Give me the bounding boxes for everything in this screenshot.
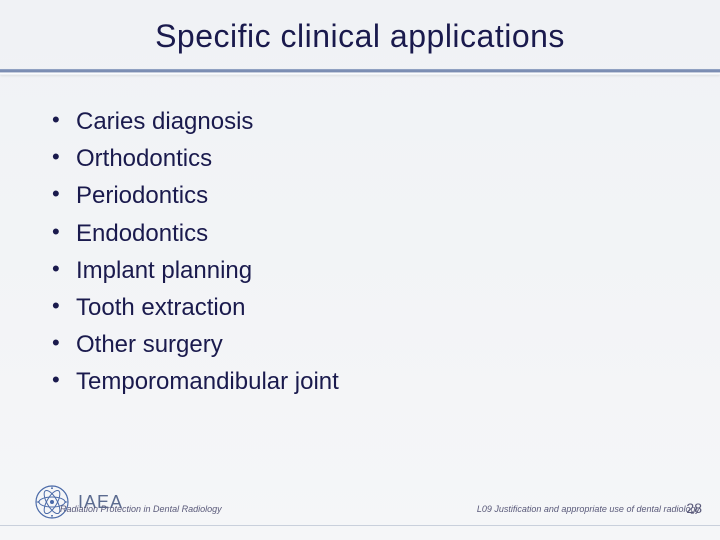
list-item: Caries diagnosis [48, 103, 720, 140]
slide-footer: IAEA Radiation Protection in Dental Radi… [0, 480, 720, 540]
list-item: Tooth extraction [48, 289, 720, 326]
list-item: Implant planning [48, 252, 720, 289]
footer-captions: Radiation Protection in Dental Radiology… [100, 504, 620, 514]
content-area: Caries diagnosis Orthodontics Periodonti… [0, 75, 720, 401]
list-item: Periodontics [48, 177, 720, 214]
page-number: 28 [686, 500, 702, 516]
list-item: Orthodontics [48, 140, 720, 177]
footer-left-text: Radiation Protection in Dental Radiology [60, 504, 222, 514]
list-item: Other surgery [48, 326, 720, 363]
list-item: Endodontics [48, 215, 720, 252]
footer-right-text: L09 Justification and appropriate use of… [477, 504, 700, 514]
slide-title: Specific clinical applications [0, 0, 720, 69]
bullet-list: Caries diagnosis Orthodontics Periodonti… [48, 103, 720, 401]
list-item: Temporomandibular joint [48, 363, 720, 400]
footer-divider [0, 525, 720, 526]
logo: IAEA [34, 484, 123, 520]
iaea-logo-icon [34, 484, 70, 520]
slide: Specific clinical applications Caries di… [0, 0, 720, 540]
